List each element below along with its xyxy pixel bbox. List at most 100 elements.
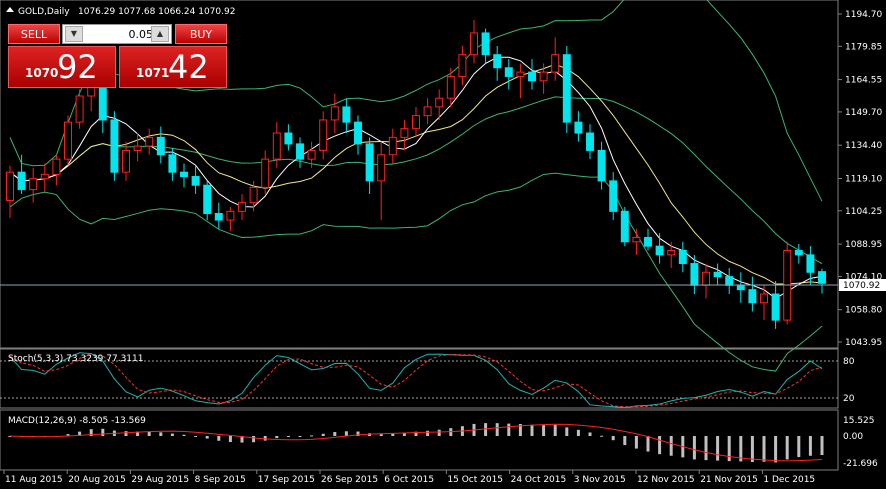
macd-bar <box>820 436 824 456</box>
macd-bar <box>159 432 163 436</box>
time-axis-label: 8 Sep 2015 <box>195 475 246 485</box>
candle-body <box>678 250 687 265</box>
macd-bar <box>124 431 128 436</box>
macd-bar <box>576 429 580 436</box>
time-axis-label: 1 Dec 2015 <box>763 475 815 485</box>
buy-price-button[interactable]: 1071 42 <box>119 46 227 88</box>
price-axis-label: 1134.40 <box>845 141 882 151</box>
candle-body <box>771 293 780 321</box>
candle-body <box>702 271 710 286</box>
candle-body <box>319 119 328 151</box>
candle-body <box>551 54 560 73</box>
macd-bar <box>402 432 406 436</box>
macd-label: MACD(12,26,9) -8.505 -13.569 <box>8 416 146 426</box>
candle-body <box>794 250 803 256</box>
candle-body <box>609 180 618 212</box>
candle-body <box>238 202 246 212</box>
macd-bar <box>600 435 604 437</box>
macd-level-zero-label: 0.00 <box>843 432 863 442</box>
candle-body <box>284 132 293 145</box>
candle-body <box>667 250 676 256</box>
candle-body <box>586 132 594 151</box>
time-axis-label: 17 Sep 2015 <box>258 475 315 485</box>
candle-body <box>191 176 200 186</box>
macd-bar <box>275 436 279 439</box>
candle-body <box>423 106 432 117</box>
candle-body <box>6 171 14 201</box>
macd-bar <box>785 436 789 460</box>
stoch-panel-frame <box>0 348 839 409</box>
candle-body <box>806 254 815 273</box>
time-axis-label: 29 Aug 2015 <box>131 475 189 485</box>
candle-body <box>40 173 49 180</box>
current-price-label: 1070.92 <box>843 281 880 291</box>
time-axis-label: 15 Oct 2015 <box>447 475 503 485</box>
macd-bar <box>356 431 360 436</box>
candle-body <box>122 149 130 173</box>
candle-body <box>145 136 154 147</box>
candle-body <box>342 106 351 123</box>
macd-panel-frame <box>0 409 839 471</box>
macd-bar <box>750 436 754 462</box>
candle-body <box>388 136 397 156</box>
macd-histogram <box>8 423 824 463</box>
macd-bar <box>205 436 209 439</box>
macd-bar <box>391 433 395 436</box>
macd-bar <box>286 436 290 437</box>
sell-button[interactable]: SELL <box>8 24 60 44</box>
price-axis-label: 1104.25 <box>845 207 882 217</box>
candle-body <box>493 54 502 69</box>
price-axis-label: 1194.70 <box>845 10 882 20</box>
candle-body <box>133 145 142 151</box>
candle-body <box>330 106 339 121</box>
macd-bar <box>217 436 221 441</box>
macd-level-bottom-label: -21.696 <box>843 459 878 469</box>
candle-body <box>528 71 536 82</box>
candle-body <box>713 271 722 278</box>
macd-bar <box>78 431 82 436</box>
lot-decrease-icon[interactable]: ▼ <box>65 26 83 42</box>
stoch-label: Stoch(5,3,3) 73.3239 77.3111 <box>8 354 143 364</box>
macd-bar <box>774 436 778 463</box>
candle-body <box>597 149 606 182</box>
price-axis-label: 1043.95 <box>845 338 882 348</box>
macd-bar <box>762 436 766 462</box>
lot-size-input[interactable] <box>85 26 155 42</box>
macd-bar <box>727 436 731 462</box>
candle-body <box>272 132 281 160</box>
ma-fast-line <box>9 56 823 299</box>
candle-body <box>504 67 513 77</box>
macd-bar <box>414 431 418 436</box>
buy-price-pips: 42 <box>168 48 209 86</box>
macd-bar <box>484 423 488 436</box>
candle-body <box>168 154 177 173</box>
sell-price-button[interactable]: 1070 92 <box>8 46 116 88</box>
macd-level-top-label: 15.525 <box>843 416 875 426</box>
stochastic-lines <box>9 352 823 408</box>
candle-body <box>17 171 26 191</box>
lot-size-control: ▼ ▲ <box>62 24 172 44</box>
candle-body <box>470 32 478 56</box>
buy-button[interactable]: BUY <box>175 24 227 44</box>
macd-bar <box>66 434 70 436</box>
macd-bar <box>588 432 592 436</box>
triangle-up-icon[interactable] <box>6 7 14 12</box>
candle-body <box>435 97 444 108</box>
macd-bar <box>797 436 801 458</box>
ma-slow-line <box>9 63 823 285</box>
macd-bar <box>611 436 615 441</box>
macd-bar <box>623 436 627 446</box>
candle-body <box>574 121 583 134</box>
macd-bar <box>542 425 546 436</box>
time-axis-label: 21 Nov 2015 <box>700 475 758 485</box>
candle-body <box>203 184 212 215</box>
candle-body <box>226 210 235 221</box>
symbol-info: GOLD,Daily <box>18 7 70 17</box>
candle-body <box>446 75 455 99</box>
time-axis-label: 3 Nov 2015 <box>574 475 626 485</box>
macd-bar <box>194 436 198 437</box>
lot-increase-icon[interactable]: ▲ <box>151 26 169 42</box>
main-panel-frame <box>0 0 839 349</box>
candle-body <box>307 149 316 160</box>
